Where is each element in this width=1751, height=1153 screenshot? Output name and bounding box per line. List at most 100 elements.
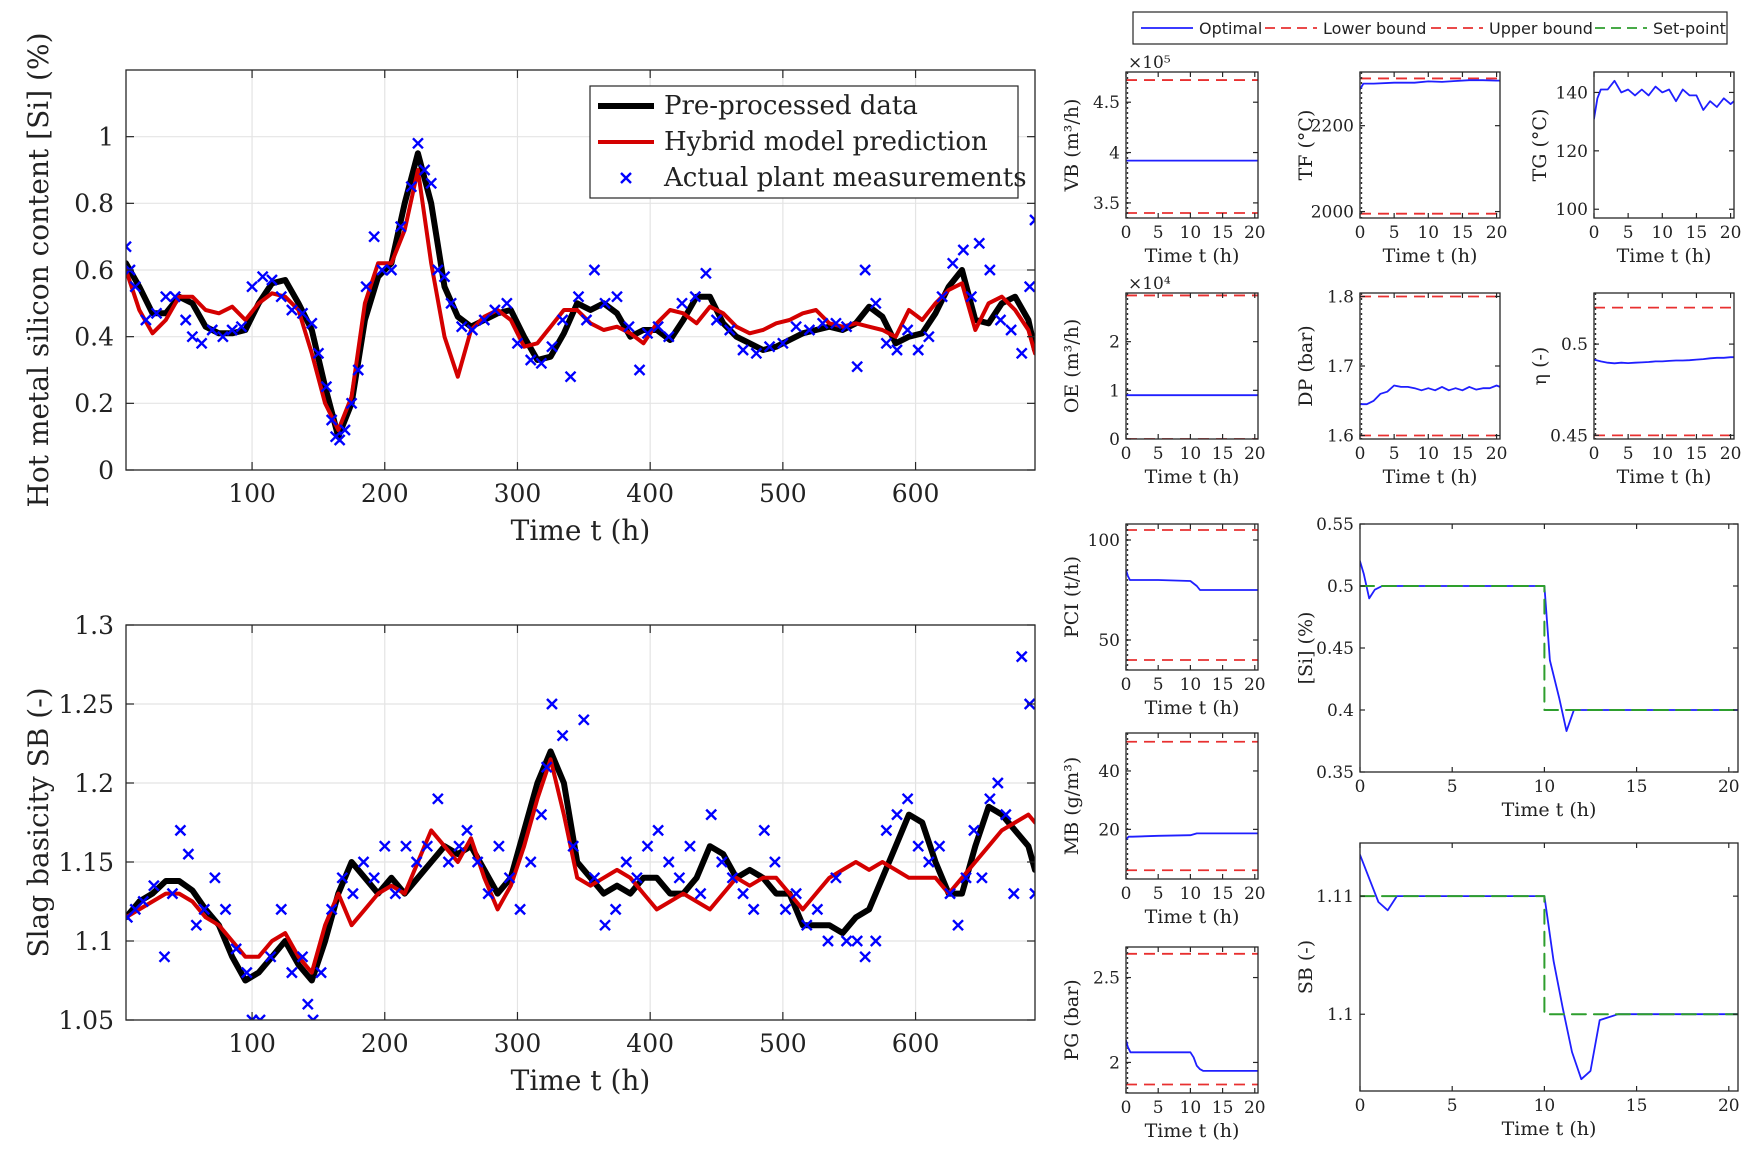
measurement-marker <box>286 304 298 316</box>
x-tick-label: 15 <box>1452 223 1474 243</box>
y-tick-label: 0.5 <box>1327 577 1354 597</box>
x-tick-label: 20 <box>1720 444 1742 464</box>
measurement-marker <box>676 297 688 310</box>
measurement-marker <box>726 871 739 884</box>
x-tick-label: 10 <box>1180 884 1202 904</box>
x-tick-label: 15 <box>1686 223 1708 243</box>
measurement-marker <box>700 267 712 280</box>
x-tick-label: 20 <box>1244 675 1266 695</box>
measurement-marker <box>758 824 771 837</box>
measurement-marker <box>400 840 412 853</box>
y-tick-label: 0.4 <box>74 322 114 351</box>
measurement-marker <box>339 424 351 436</box>
measurement-marker <box>1007 887 1020 900</box>
axes-frame <box>1359 842 1739 1092</box>
chart-pg: 0 5 10 15 20 2 2.5 Time t (h) PG (bar) <box>1061 946 1266 1142</box>
measurement-marker <box>405 180 418 193</box>
measurement-marker <box>556 729 569 742</box>
y-tick-label: 1 <box>98 122 114 151</box>
measurement-marker <box>514 903 526 916</box>
x-tick-label: 0 <box>1121 675 1132 695</box>
measurement-marker <box>715 856 728 868</box>
x-tick-label: 0 <box>1355 444 1366 464</box>
x-axis-label: Time t (h) <box>1145 245 1240 267</box>
y-tick-label: 2000 <box>1311 203 1354 223</box>
measurement-marker <box>859 264 871 276</box>
measurement-marker <box>333 434 346 446</box>
measurement-marker <box>880 824 893 837</box>
top-legend-label: Set-point <box>1653 19 1726 38</box>
measurement-marker <box>957 244 970 256</box>
measurement-marker <box>174 824 187 837</box>
measurement-marker <box>275 290 288 303</box>
y-tick-label: 1.15 <box>58 848 114 877</box>
x-tick-label: 5 <box>1623 223 1634 243</box>
top-legend: Optimal Lower bound Upper bound Set-point <box>1132 11 1728 45</box>
measurement-marker <box>968 824 980 837</box>
x-tick-label: 400 <box>626 479 674 508</box>
measurement-marker <box>830 871 842 884</box>
y-tick-label: 50 <box>1098 631 1120 651</box>
x-tick-label: 5 <box>1153 444 1164 464</box>
measurement-marker <box>256 270 269 283</box>
top-legend-label: Lower bound <box>1323 19 1426 38</box>
x-tick-label: 15 <box>1212 223 1234 243</box>
measurement-marker <box>195 337 208 350</box>
y-tick-label: 1.1 <box>74 927 114 956</box>
y-tick-label: 0 <box>98 456 114 485</box>
measurement-marker <box>689 290 702 303</box>
measurement-marker <box>830 317 842 330</box>
measurement-marker <box>535 808 548 821</box>
x-tick-label: 0 <box>1121 444 1132 464</box>
measurement-marker <box>946 257 959 270</box>
x-tick-label: 5 <box>1389 444 1400 464</box>
measurement-marker <box>652 824 664 837</box>
measurement-marker <box>999 808 1012 821</box>
measurement-marker <box>159 290 172 303</box>
measurement-marker <box>266 274 278 286</box>
measurement-marker <box>264 950 277 963</box>
measurement-marker <box>662 330 675 343</box>
axis-multiplier: ×10⁵ <box>1128 53 1171 73</box>
measurement-marker <box>994 314 1007 326</box>
y-tick-label: 0 <box>1109 430 1120 450</box>
measurement-marker <box>524 354 537 366</box>
measurement-marker <box>737 344 749 356</box>
measurement-marker <box>984 264 996 276</box>
chart-eta: 0 5 10 15 20 0.45 0.5 Time t (h) η (-) <box>1529 292 1742 488</box>
chart-mb: 0 5 10 15 20 20 40 Time t (h) MB (g/m³) <box>1061 732 1266 928</box>
measurement-marker <box>710 314 723 326</box>
measurement-marker <box>840 935 853 947</box>
measurement-marker <box>246 280 258 293</box>
y-tick-label: 1.1 <box>1327 1005 1354 1025</box>
measurement-marker <box>1005 324 1017 336</box>
x-tick-label: 20 <box>1244 444 1266 464</box>
legend-label: Actual plant measurements <box>663 163 1027 193</box>
measurement-marker <box>564 370 577 383</box>
measurement-marker <box>425 177 438 190</box>
measurement-marker <box>973 237 986 250</box>
measurement-marker <box>182 848 195 860</box>
measurement-marker <box>869 935 882 947</box>
x-tick-label: 10 <box>1417 223 1439 243</box>
series-line-optimal <box>1594 356 1734 365</box>
x-axis-label: Time t (h) <box>511 514 651 547</box>
y-tick-label: 4.5 <box>1093 93 1120 113</box>
measurement-marker <box>891 344 903 356</box>
measurement-marker <box>445 297 457 310</box>
series-line-optimal <box>1126 569 1258 591</box>
x-tick-label: 0 <box>1121 223 1132 243</box>
x-tick-label: 5 <box>1389 223 1400 243</box>
y-tick-label: 1.6 <box>1327 426 1354 446</box>
measurement-marker <box>540 761 553 774</box>
x-tick-label: 0 <box>1355 777 1366 797</box>
x-axis-label: Time t (h) <box>511 1064 651 1097</box>
x-tick-label: 15 <box>1686 444 1708 464</box>
measurement-marker <box>226 324 239 336</box>
measurement-marker <box>418 164 431 176</box>
main-legend: Pre-processed data Hybrid model predictio… <box>589 85 1027 199</box>
x-tick-label: 100 <box>228 1029 276 1058</box>
x-tick-label: 20 <box>1486 223 1508 243</box>
plot-area <box>126 625 1035 1020</box>
measurement-marker <box>158 950 171 963</box>
